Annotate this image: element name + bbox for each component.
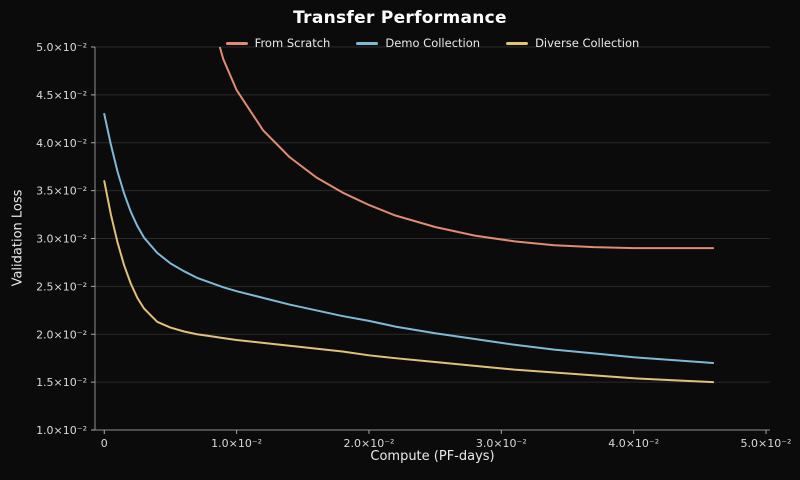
x-tick-label: 5.0×10⁻²: [741, 437, 792, 450]
y-tick-label: 2.5×10⁻²: [36, 280, 87, 293]
x-tick-label: 2.0×10⁻²: [344, 437, 395, 450]
legend-label-diverse-collection: Diverse Collection: [535, 36, 640, 50]
legend-item-demo-collection: Demo Collection: [356, 36, 480, 50]
series-line-demo-collection: [103, 113, 715, 364]
legend-label-from-scratch: From Scratch: [254, 36, 331, 50]
series-line-diverse-collection: [103, 180, 715, 384]
y-tick-label: 3.5×10⁻²: [36, 185, 87, 198]
y-tick-label: 2.0×10⁻²: [36, 328, 87, 341]
y-tick-label: 1.0×10⁻²: [36, 424, 87, 437]
legend-item-diverse-collection: Diverse Collection: [506, 36, 639, 50]
chart-title: Transfer Performance: [293, 8, 507, 28]
legend: From Scratch Demo Collection Diverse Col…: [95, 36, 770, 50]
y-tick-label: 4.0×10⁻²: [36, 137, 87, 150]
legend-swatch-from-scratch: [225, 41, 248, 45]
legend-label-demo-collection: Demo Collection: [385, 36, 481, 50]
y-tick-label: 4.5×10⁻²: [36, 89, 87, 102]
x-tick-label: 3.0×10⁻²: [476, 437, 527, 450]
x-tick-label: 0: [101, 437, 108, 450]
x-tick-label: 1.0×10⁻²: [211, 437, 262, 450]
y-axis-label: Validation Loss: [10, 189, 26, 287]
legend-item-from-scratch: From Scratch: [225, 36, 331, 50]
legend-swatch-demo-collection: [356, 41, 379, 45]
series-line-from-scratch: [218, 47, 715, 250]
legend-swatch-diverse-collection: [506, 41, 529, 45]
y-tick-label: 3.0×10⁻²: [36, 233, 87, 246]
x-tick-label: 4.0×10⁻²: [608, 437, 659, 450]
x-axis-label: Compute (PF-days): [370, 449, 495, 464]
y-tick-label: 5.0×10⁻²: [36, 41, 87, 54]
y-tick-label: 1.5×10⁻²: [36, 376, 87, 389]
